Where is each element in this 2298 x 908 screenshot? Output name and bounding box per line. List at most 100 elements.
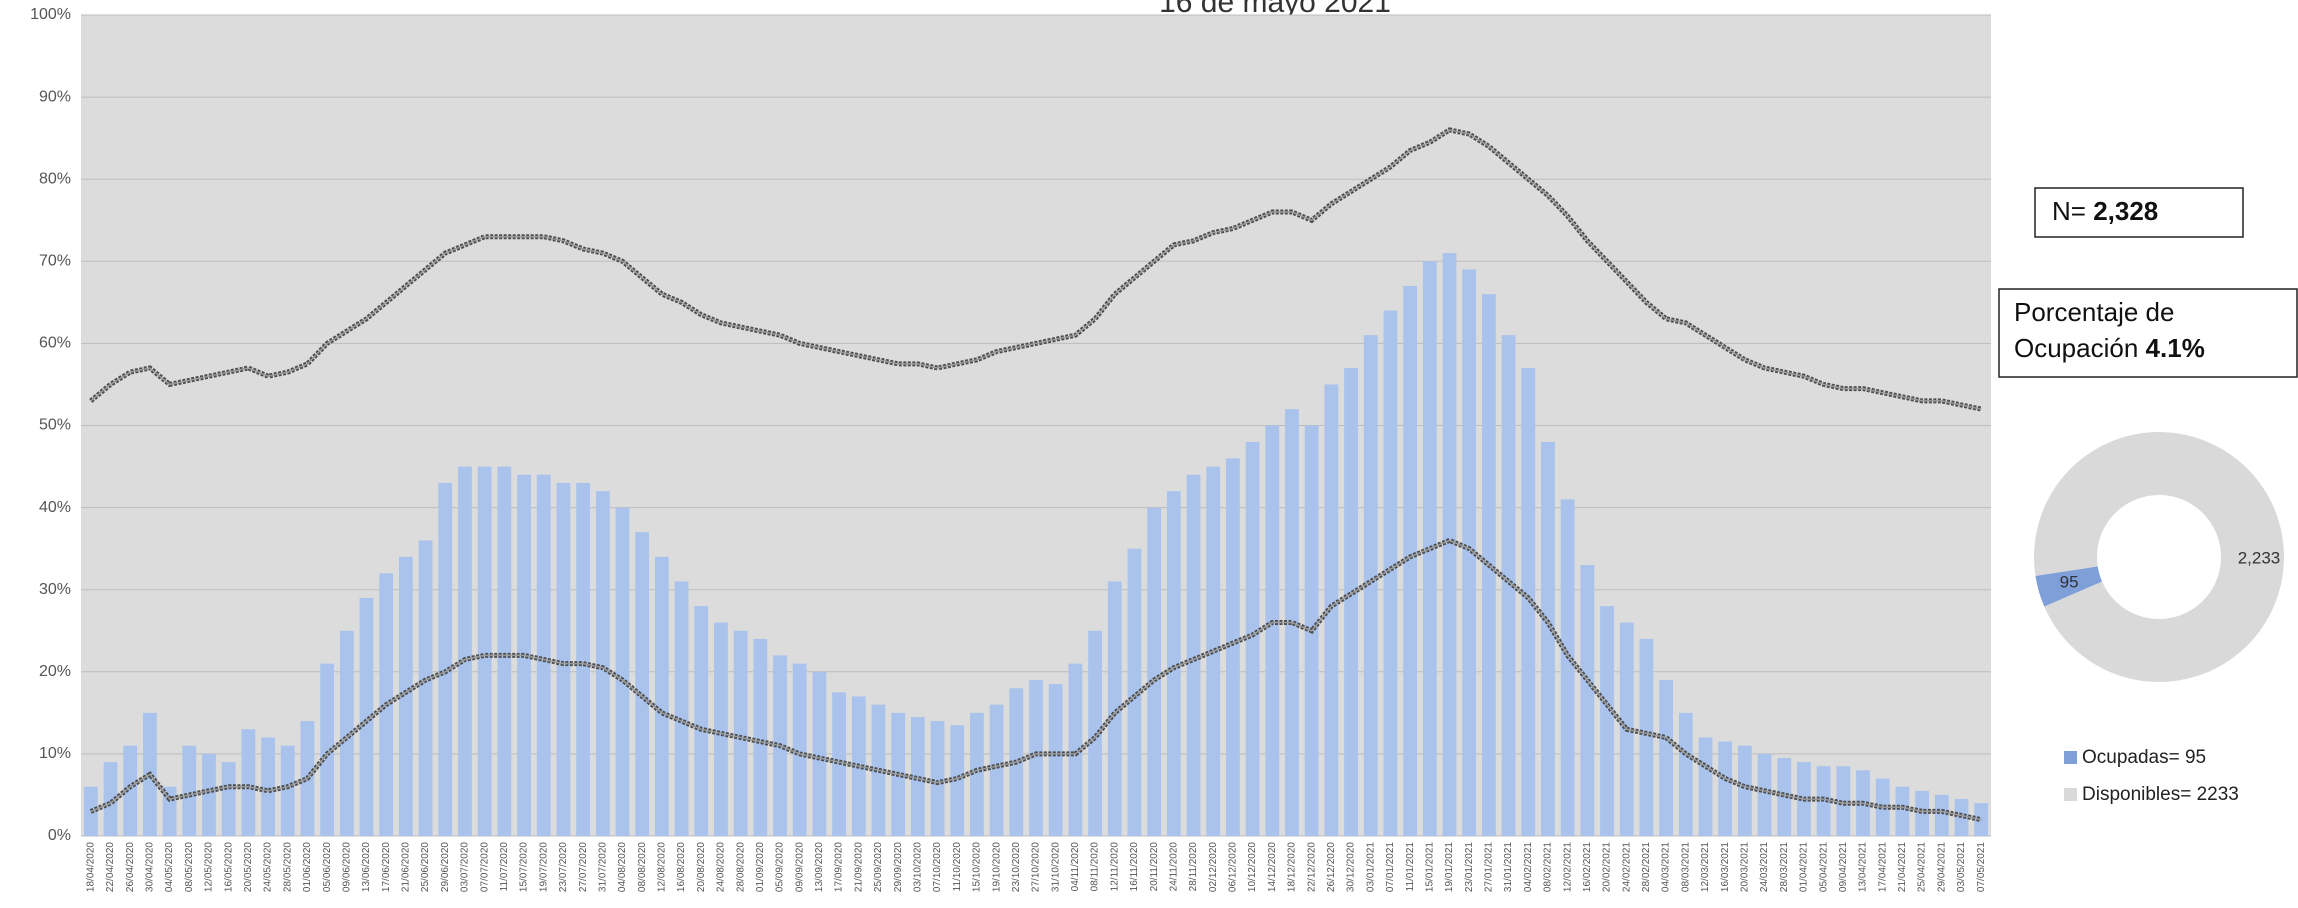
share-value: 4.1%: [2146, 333, 2205, 363]
bar: [1088, 630, 1102, 836]
y-tick-label: 60%: [39, 335, 71, 352]
bar: [1462, 269, 1477, 836]
x-tick-label: 01/06/2020: [302, 842, 313, 892]
x-tick-label: 29/04/2021: [1936, 842, 1947, 892]
bar: [241, 729, 256, 836]
slice-label: 2,233: [2238, 548, 2281, 567]
x-tick-label: 08/03/2021: [1680, 842, 1691, 892]
x-tick-label: 28/08/2020: [735, 842, 746, 892]
bar: [182, 745, 197, 836]
x-tick-label: 12/03/2021: [1700, 842, 1711, 892]
x-tick-label: 03/07/2020: [460, 842, 471, 892]
bar: [615, 507, 630, 836]
bar: [1777, 758, 1792, 836]
x-tick-label: 06/12/2020: [1228, 842, 1239, 892]
bar: [418, 540, 433, 836]
bar: [1068, 663, 1083, 836]
bar: [1324, 384, 1339, 836]
bar: [1501, 335, 1516, 836]
x-tick-label: 05/04/2021: [1818, 842, 1829, 892]
x-tick-label: 27/01/2021: [1484, 842, 1495, 892]
bar: [1521, 368, 1536, 836]
donut-slice: [2034, 431, 2284, 682]
x-tick-label: 12/11/2020: [1109, 842, 1120, 892]
bar: [1029, 680, 1043, 836]
x-tick-label: 11/10/2020: [952, 842, 963, 892]
x-tick-label: 17/09/2020: [834, 842, 845, 892]
bar: [359, 597, 374, 836]
x-tick-label: 28/05/2020: [282, 842, 293, 892]
x-tick-label: 07/07/2020: [479, 842, 490, 892]
x-tick-label: 10/12/2020: [1247, 842, 1258, 892]
x-tick-label: 31/01/2021: [1503, 842, 1514, 892]
bar: [1757, 753, 1772, 836]
x-tick-label: 28/02/2021: [1641, 842, 1652, 892]
x-tick-label: 05/09/2020: [775, 842, 786, 892]
x-tick-label: 17/04/2021: [1877, 842, 1888, 892]
bar: [1895, 786, 1910, 836]
bar: [1245, 441, 1260, 836]
bar: [261, 737, 275, 836]
x-tick-label: 20/03/2021: [1740, 842, 1751, 892]
legend-swatch: [2064, 751, 2077, 764]
bar: [1659, 680, 1673, 836]
bar: [1403, 285, 1418, 836]
bar: [910, 716, 925, 836]
x-tick-label: 11/07/2020: [499, 842, 510, 892]
x-tick-label: 29/09/2020: [893, 842, 904, 892]
bar: [1265, 425, 1280, 836]
x-tick-label: 24/02/2021: [1621, 842, 1632, 892]
x-tick-label: 15/01/2021: [1424, 842, 1435, 892]
share-line1: Porcentaje de: [2014, 297, 2174, 327]
x-tick-label: 16/02/2021: [1582, 842, 1593, 892]
bar: [1166, 491, 1181, 836]
x-tick-label: 13/06/2020: [361, 842, 372, 892]
bar: [1718, 741, 1733, 836]
bar: [438, 482, 453, 836]
x-tick-label: 20/11/2020: [1149, 842, 1160, 892]
bar: [1147, 507, 1162, 836]
share-box: [1998, 288, 2298, 378]
x-tick-label: 25/06/2020: [420, 842, 431, 892]
x-tick-label: 24/08/2020: [716, 842, 727, 892]
x-tick-label: 29/06/2020: [440, 842, 451, 892]
bar: [970, 712, 984, 836]
y-tick-label: 40%: [39, 499, 71, 516]
bar: [399, 556, 413, 836]
x-tick-label: 07/10/2020: [932, 842, 943, 892]
bar: [1639, 638, 1654, 836]
y-tick-label: 0%: [48, 827, 71, 844]
y-tick-label: 100%: [30, 6, 71, 23]
x-tick-label: 05/06/2020: [322, 842, 333, 892]
y-tick-label: 90%: [39, 88, 71, 105]
x-tick-label: 21/06/2020: [401, 842, 412, 892]
x-tick-label: 03/01/2021: [1365, 842, 1376, 892]
bar: [950, 725, 965, 836]
legend-swatch: [2064, 788, 2077, 801]
bar: [595, 491, 610, 836]
bar: [556, 482, 571, 836]
bar: [280, 745, 295, 836]
x-tick-label: 19/01/2021: [1444, 842, 1455, 892]
x-tick-label: 17/06/2020: [381, 842, 392, 892]
bar: [1678, 712, 1693, 836]
x-tick-label: 12/05/2020: [204, 842, 215, 892]
x-tick-label: 20/05/2020: [243, 842, 254, 892]
x-tick-label: 04/05/2020: [164, 842, 175, 892]
x-tick-label: 26/12/2020: [1326, 842, 1337, 892]
bar: [1363, 335, 1378, 836]
bar: [576, 482, 591, 836]
x-tick-label: 31/07/2020: [597, 842, 608, 892]
x-tick-label: 12/02/2021: [1562, 842, 1573, 892]
x-tick-label: 08/08/2020: [637, 842, 648, 892]
x-tick-label: 04/11/2020: [1070, 842, 1081, 892]
x-tick-label: 23/07/2020: [558, 842, 569, 892]
x-tick-label: 22/12/2020: [1306, 842, 1317, 892]
bar: [1541, 441, 1555, 836]
bar: [1107, 581, 1122, 836]
bar: [1226, 458, 1240, 836]
bar: [458, 466, 472, 836]
x-tick-label: 28/03/2021: [1779, 842, 1790, 892]
